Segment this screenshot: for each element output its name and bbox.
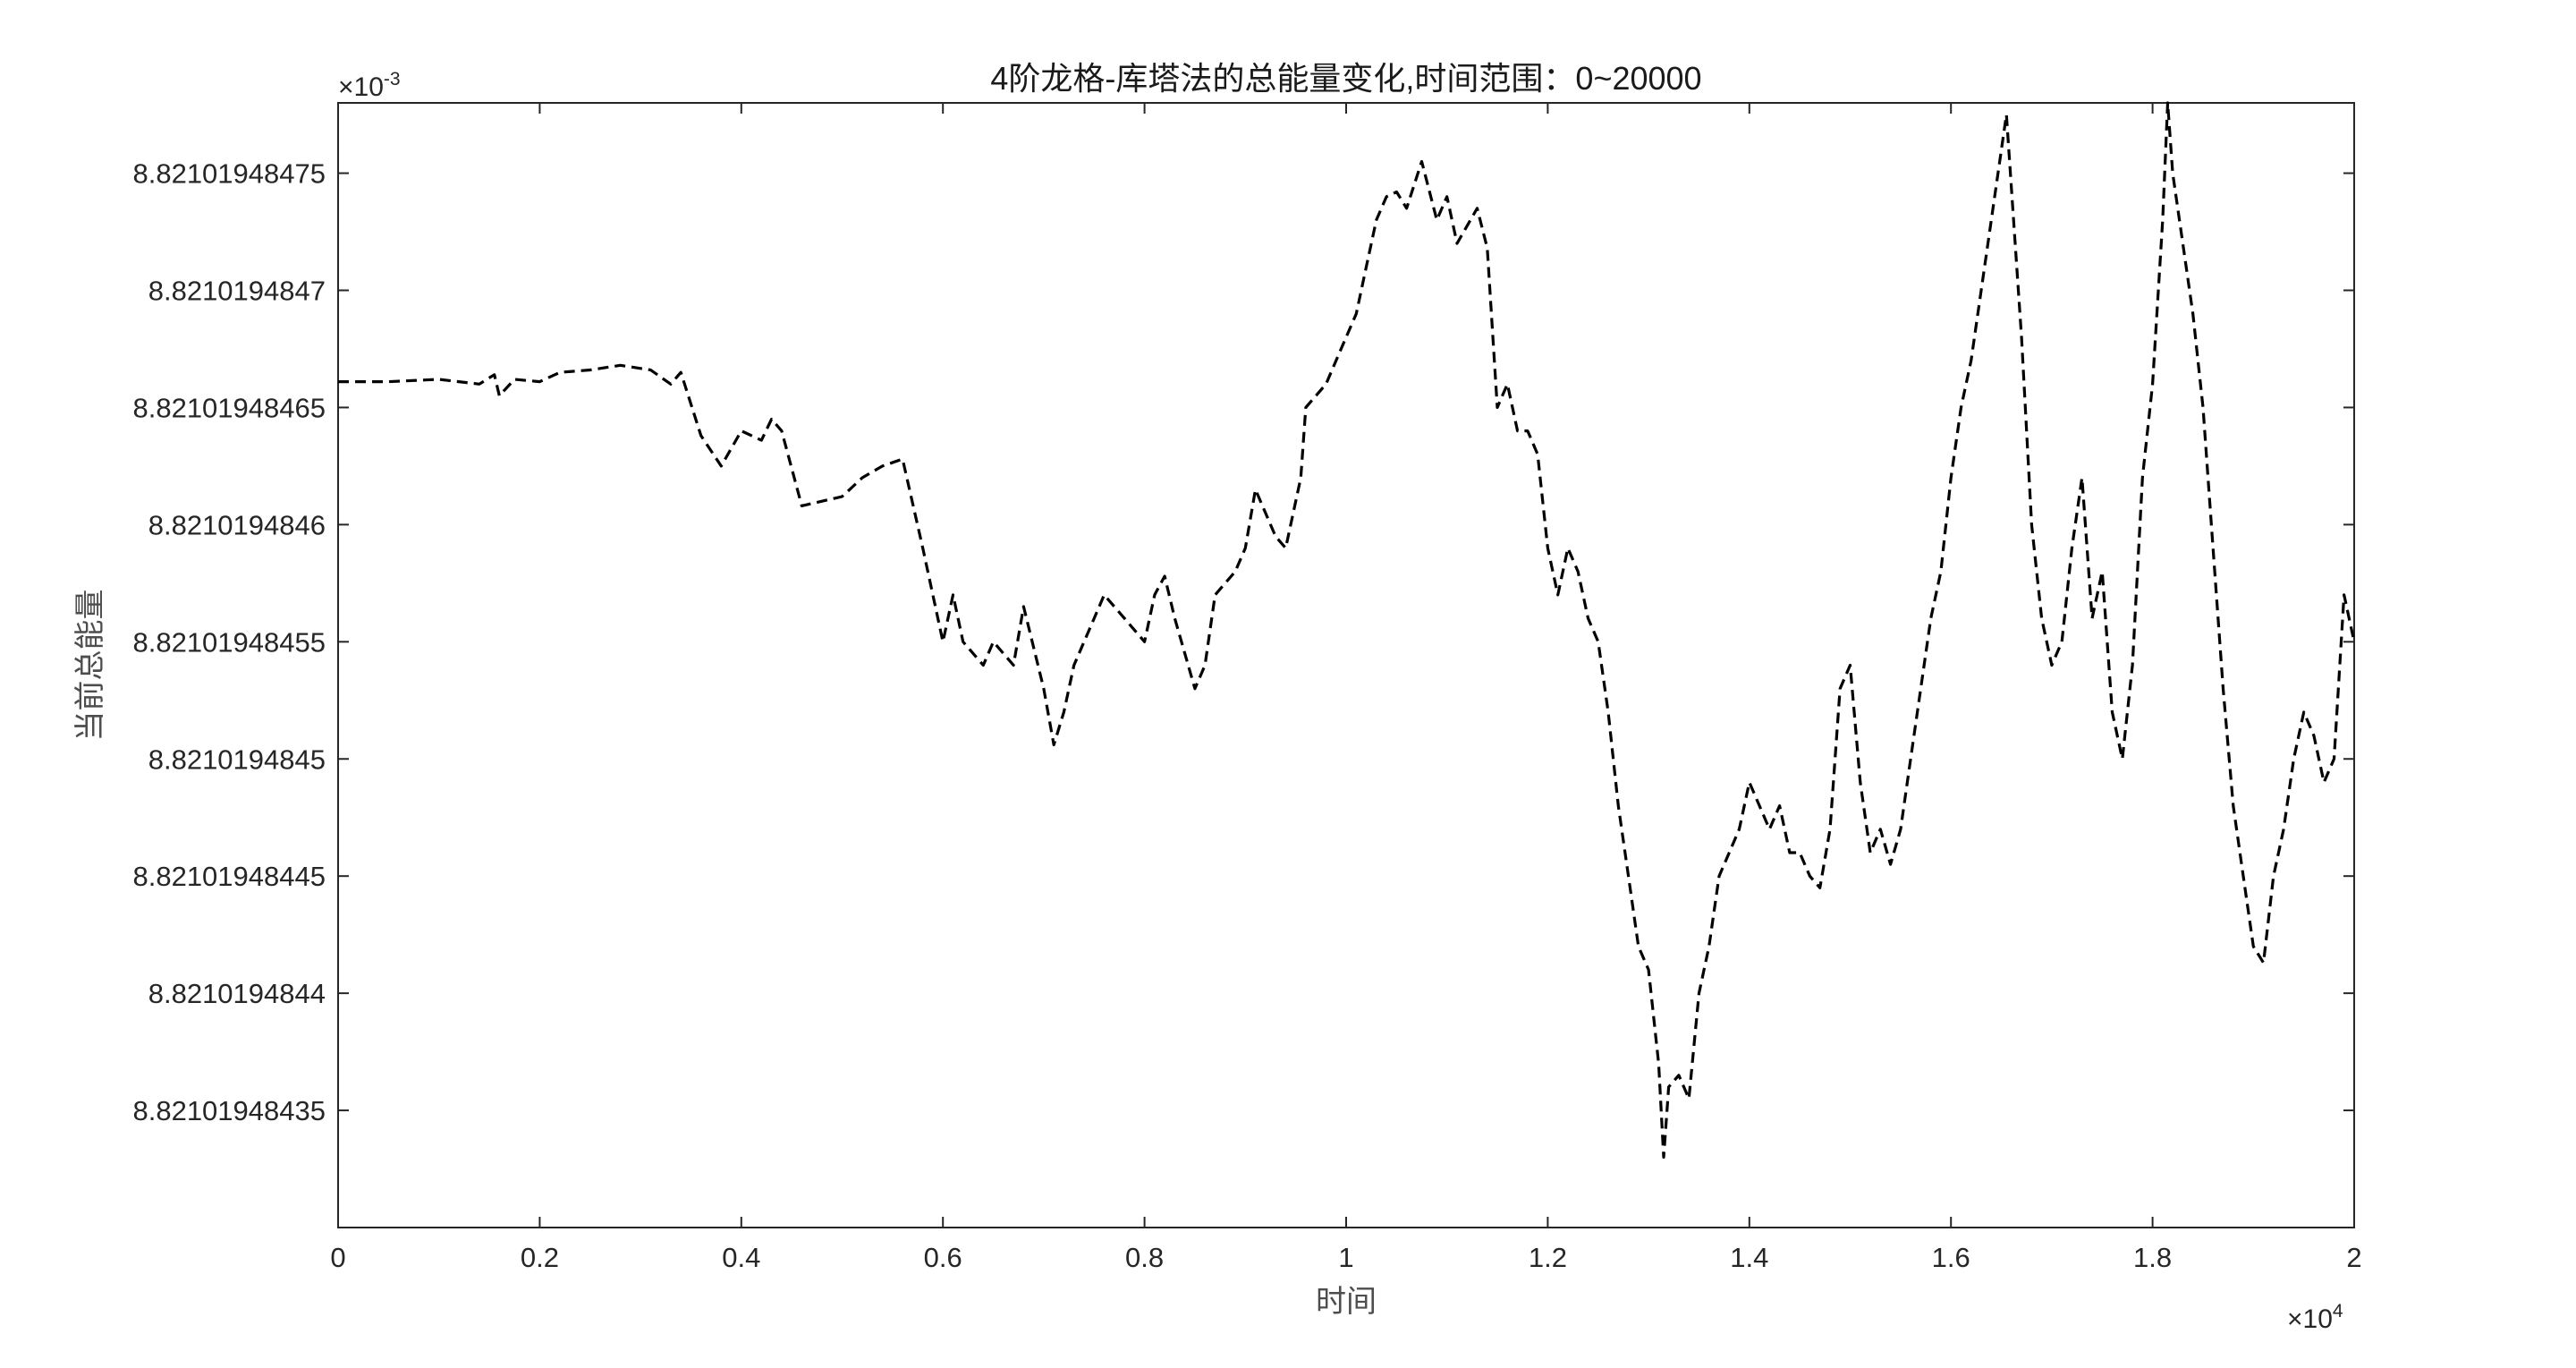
- x-multiplier-base: ×10: [2287, 1304, 2333, 1334]
- y-tick-label: 8.8210194844: [148, 978, 326, 1009]
- x-tick-label: 0.2: [521, 1242, 559, 1273]
- x-tick-label: 0.6: [924, 1242, 962, 1273]
- y-tick-label: 8.8210194845: [148, 743, 326, 775]
- x-tick-label: 2: [2346, 1242, 2361, 1273]
- x-multiplier: ×104: [2287, 1301, 2343, 1334]
- y-axis-label: 当前总能量: [73, 590, 107, 742]
- y-multiplier-exponent: -3: [384, 69, 401, 89]
- x-axis-label: 时间: [1316, 1285, 1377, 1319]
- y-tick-label: 8.82101948475: [132, 158, 326, 190]
- ticks-group: 0 0.2 0.4 0.6 0.8 1 1.2 1.4 1.6 1.8 2 8.82101948435…: [132, 103, 2362, 1273]
- x-tick-label: 0: [330, 1242, 345, 1273]
- x-tick-label: 1.2: [1529, 1242, 1567, 1273]
- y-tick-label: 8.8210194846: [148, 509, 326, 540]
- y-tick-label: 8.82101948435: [132, 1095, 326, 1126]
- x-tick-label: 0.8: [1125, 1242, 1164, 1273]
- x-tick-label: 1.8: [2133, 1242, 2172, 1273]
- y-tick-label: 8.8210194847: [148, 276, 326, 307]
- x-multiplier-exponent: 4: [2333, 1301, 2343, 1321]
- y-multiplier: ×10-3: [338, 69, 401, 102]
- series-group: [338, 101, 2356, 1159]
- x-tick-label: 1: [1338, 1242, 1353, 1273]
- labels-group: 4阶龙格-库塔法的总能量变化,时间范围：0~20000 时间 当前总能量 ×10…: [73, 60, 2343, 1334]
- x-tick-label: 0.4: [722, 1242, 760, 1273]
- x-tick-label: 1.4: [1730, 1242, 1768, 1273]
- y-multiplier-base: ×10: [338, 72, 384, 102]
- chart-title: 4阶龙格-库塔法的总能量变化,时间范围：0~20000: [990, 60, 1701, 97]
- y-tick-label: 8.82101948465: [132, 392, 326, 423]
- series-line-0: [338, 101, 2356, 1159]
- y-tick-label: 8.82101948445: [132, 861, 326, 892]
- x-tick-label: 1.6: [1932, 1242, 1970, 1273]
- y-tick-label: 8.82101948455: [132, 626, 326, 658]
